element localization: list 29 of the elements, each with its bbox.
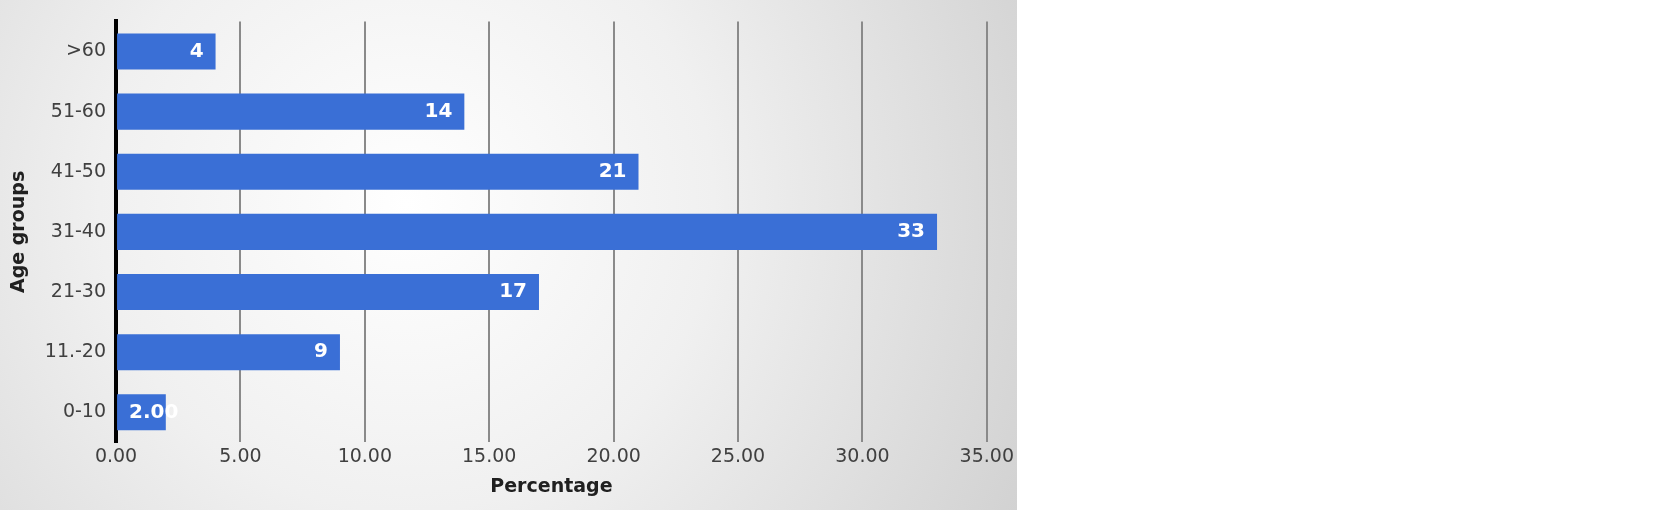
x-tick-label: 15.00 bbox=[462, 443, 517, 466]
y-tick-label: >60 bbox=[65, 38, 107, 61]
bar bbox=[117, 33, 216, 70]
y-tick-label: 41-50 bbox=[50, 158, 107, 181]
x-tick-label: 30.00 bbox=[835, 443, 890, 466]
bar bbox=[117, 213, 938, 250]
y-tick-label: 0-10 bbox=[62, 399, 107, 422]
x-axis-title: Percentage bbox=[490, 473, 613, 496]
y-axis-title: Age groups bbox=[6, 170, 29, 294]
bar bbox=[117, 334, 340, 371]
x-tick-label: 20.00 bbox=[586, 443, 641, 466]
y-tick-label: 31-40 bbox=[50, 218, 107, 241]
data-label: 17 bbox=[499, 278, 527, 303]
x-tick-label: 0.00 bbox=[94, 443, 138, 466]
bar bbox=[117, 274, 539, 311]
data-label: 9 bbox=[314, 338, 328, 363]
bar bbox=[117, 153, 639, 190]
data-label: 33 bbox=[897, 218, 926, 243]
y-tick-label: 51-60 bbox=[50, 98, 107, 121]
data-label: 21 bbox=[598, 157, 627, 182]
x-tick-label: 10.00 bbox=[337, 443, 393, 466]
bar bbox=[117, 93, 465, 130]
data-label: 14 bbox=[424, 97, 453, 122]
data-label: 4 bbox=[189, 37, 204, 62]
x-tick-label: 5.00 bbox=[219, 443, 262, 466]
y-tick-label: 21-30 bbox=[50, 278, 107, 301]
y-tick-label: 11.-20 bbox=[44, 339, 107, 362]
x-tick-label: 25.00 bbox=[710, 443, 766, 466]
x-tick-label: 35.00 bbox=[959, 443, 1015, 466]
